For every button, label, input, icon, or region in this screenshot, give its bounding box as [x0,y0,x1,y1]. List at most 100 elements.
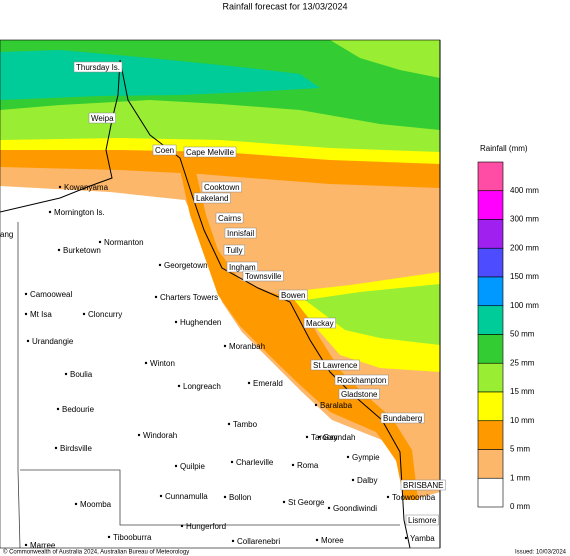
legend-swatch [477,362,504,393]
label-box [223,244,245,256]
place-dot [158,263,162,267]
place-dot [48,210,52,214]
place-label: Kowanyama [64,183,109,192]
map-border [0,39,441,549]
place-label: Yamba [410,534,435,543]
place-label: Goondiwindi [333,504,377,513]
place-dot [386,495,390,499]
place-dot [317,435,321,439]
legend-label: 150 mm [510,272,539,281]
place-label: Cairns [218,214,241,223]
place-label: Thursday Is. [76,63,120,72]
legend-label: 0 mm [510,502,530,511]
issued-date: Issued: 10/03/2024 [515,550,567,556]
place-label: Taroom [311,433,338,442]
legend-label: 5 mm [510,445,530,454]
legend-swatch [477,190,504,220]
place-label: Normanton [104,238,144,247]
legend-swatch [477,305,504,335]
place-dot [26,339,30,343]
place-label: Collarenebri [237,537,280,546]
place-label: Cooktown [204,183,240,192]
legend-label: 25 mm [510,358,535,367]
place-dot [247,381,251,385]
place-label: Cunnamulla [165,492,208,501]
place-label: Rockhampton [337,376,386,385]
label-box [405,514,439,526]
place-label: Charters Towers [160,293,218,302]
place-label: BRISBANE [403,481,443,490]
label-box [73,61,123,73]
label-box [201,181,242,193]
place-dot [57,248,61,252]
place-label: Windorah [143,431,177,440]
place-label: Baralaba [320,401,353,410]
place-label: Quilpie [180,462,205,471]
place-dot [223,344,227,348]
place-label: Emerald [253,379,283,388]
place-label: Toowoomba [392,493,436,502]
place-label: Mackay [306,319,334,328]
place-dot [24,543,28,547]
place-label: Townsville [245,272,282,281]
label-box [183,146,237,158]
place-label: Bollon [229,493,251,502]
legend-swatch [477,161,504,192]
label-box [242,270,284,282]
place-dot [223,495,227,499]
place-label: Tully [226,246,243,255]
place-dot [74,502,78,506]
place-dot [346,455,350,459]
legend-swatch [477,219,504,249]
place-label: Gympie [352,453,380,462]
place-label: Winton [150,359,175,368]
place-label: Weipa [91,114,114,123]
place-dot [177,384,181,388]
place-label: St Lawrence [313,361,358,370]
legend-label: 1 mm [510,473,530,482]
place-label: Dalby [357,476,377,485]
place-label: Tibooburra [113,533,152,542]
place-dot [64,372,68,376]
legend-label: 100 mm [510,301,539,310]
place-label: Innisfail [227,229,254,238]
place-dot [56,407,60,411]
place-dot [98,240,102,244]
legend-label: 50 mm [510,330,535,339]
place-dot [154,295,158,299]
place-dot [24,292,28,296]
label-box [226,261,258,273]
place-dot [282,500,286,504]
place-label: Tambo [233,420,258,429]
label-box [338,388,380,400]
place-label: Lismore [408,516,437,525]
place-dot [230,460,234,464]
place-label: Hughenden [180,318,221,327]
place-dot [159,494,163,498]
place-label: Bundaberg [383,414,422,423]
place-dot [82,312,86,316]
place-dot [315,538,319,542]
legend-title: Rainfall (mm) [480,144,528,153]
legend-swatch [477,391,504,422]
state-borders [17,222,400,549]
legend-label: 15 mm [510,387,535,396]
label-box [380,412,425,424]
place-label: Moranbah [229,342,265,351]
place-dot [327,506,331,510]
place-label: Bowen [281,291,305,300]
place-label: Moomba [80,500,112,509]
place-label: Coen [155,146,174,155]
place-label: Longreach [183,382,221,391]
place-label: ang [0,230,13,239]
label-box [152,144,177,156]
legend-swatch [477,276,504,307]
place-dot [174,320,178,324]
place-dot [58,185,62,189]
place-label: Camooweal [30,290,72,299]
place-label: Burketown [63,246,101,255]
label-box [400,479,446,491]
place-label: Mt Isa [30,310,52,319]
place-label: Georgetown [164,261,208,270]
